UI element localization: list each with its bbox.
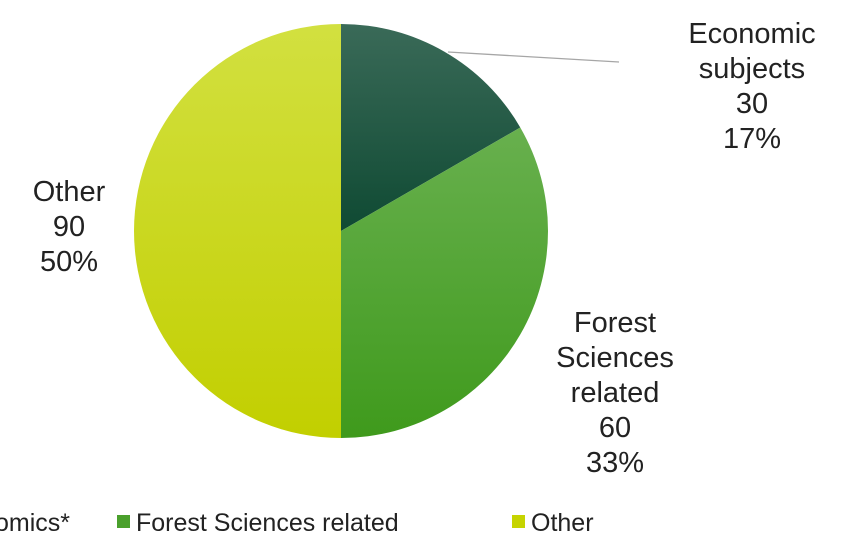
legend-swatch-other <box>512 515 525 528</box>
slice-label-forest-sciences-related-line-5: 33% <box>586 447 644 479</box>
slice-label-economic-subjects-line-2: subjects <box>699 53 805 85</box>
legend-label-forest-sciences-related: Forest Sciences related <box>136 509 399 537</box>
leader-line-economic-subjects <box>447 51 620 63</box>
pie-slices <box>134 24 549 438</box>
slice-label-forest-sciences-related-line-2: Sciences <box>556 342 674 374</box>
pie-slice-other <box>134 24 341 438</box>
slice-label-forest-sciences-related-line-4: 60 <box>599 412 631 444</box>
slice-label-economic-subjects-line-1: Economic <box>688 18 815 50</box>
slice-label-other-line-2: 90 <box>53 211 85 243</box>
slice-label-forest-sciences-related-line-3: related <box>571 377 660 409</box>
pie-slice-forest-sciences-related <box>341 127 549 438</box>
leader-lines <box>447 51 620 63</box>
legend-swatch-forest-sciences-related <box>117 515 130 528</box>
pie-slice-economic-subjects <box>341 24 521 231</box>
legend-label-other: Other <box>531 509 594 537</box>
slice-label-economic-subjects-line-4: 17% <box>723 123 781 155</box>
slice-label-other-line-1: Other <box>33 176 106 208</box>
slice-label-forest-sciences-related-line-1: Forest <box>574 307 656 339</box>
slice-label-economic-subjects-line-3: 30 <box>736 88 768 120</box>
slice-label-other-line-3: 50% <box>40 246 98 278</box>
